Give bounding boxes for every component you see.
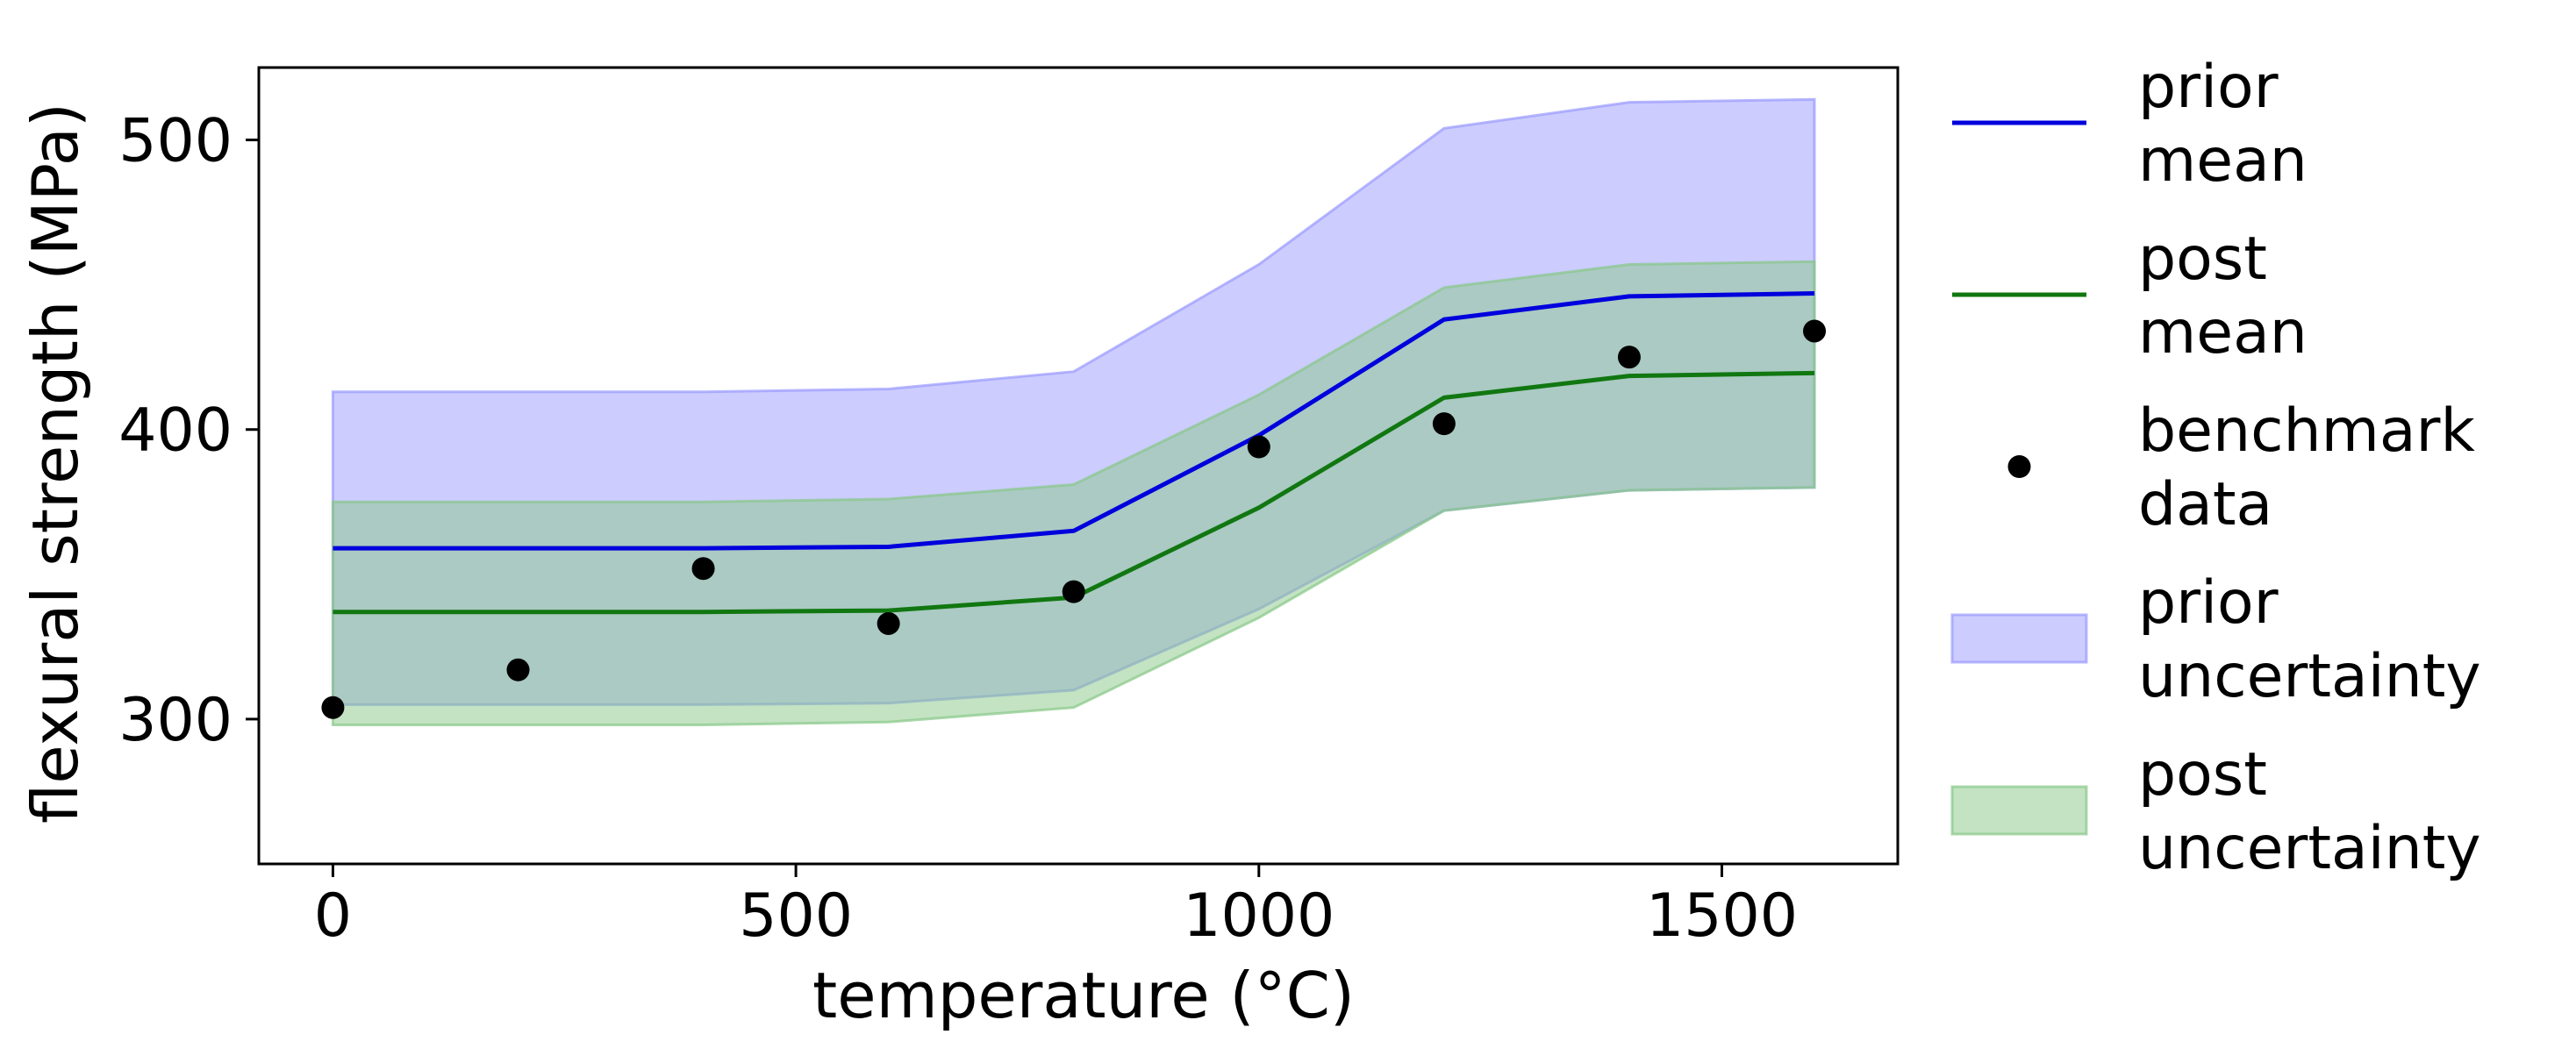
- legend-label-line: mean: [2138, 126, 2308, 196]
- axes: 0 500 1000 1500 300 400 500: [118, 66, 1900, 951]
- data-point: [1062, 580, 1085, 603]
- legend-label: benchmark data: [2138, 396, 2475, 539]
- legend-item-post-uncertainty: post uncertainty: [1950, 740, 2481, 883]
- data-point: [877, 611, 900, 635]
- legend-item-benchmark-data: benchmark data: [2007, 396, 2475, 539]
- y-tick-label: 500: [118, 107, 233, 176]
- x-axis-label: temperature (°C): [812, 959, 1355, 1032]
- axes-frame: [257, 66, 1900, 866]
- prior-mean-line: [333, 291, 1815, 551]
- data-point: [321, 696, 345, 719]
- legend-label-line: data: [2138, 470, 2272, 539]
- legend-label: post uncertainty: [2138, 740, 2481, 883]
- data-point: [1432, 412, 1456, 436]
- post-uncertainty-band: [331, 260, 1816, 727]
- data-point: [1617, 346, 1641, 369]
- legend-label-line: uncertainty: [2138, 814, 2481, 883]
- data-point: [691, 557, 715, 581]
- x-tick-label: 500: [739, 881, 853, 951]
- legend-label: post mean: [2138, 225, 2308, 367]
- legend-label: prior mean: [2138, 53, 2308, 196]
- legend-label-line: post: [2138, 225, 2267, 294]
- y-tick-label: 400: [118, 396, 233, 466]
- x-tick-label: 1500: [1646, 881, 1798, 951]
- x-tick-label: 1000: [1183, 881, 1335, 951]
- legend-item-post-mean: post mean: [1952, 225, 2308, 367]
- legend-label-line: mean: [2138, 298, 2308, 367]
- legend-label-line: benchmark: [2138, 396, 2475, 466]
- legend-band-swatch: [1950, 785, 2088, 836]
- x-tick-label: 0: [314, 881, 352, 951]
- data-point: [1803, 319, 1827, 343]
- legend-label: prior uncertainty: [2138, 568, 2481, 711]
- legend-band-swatch: [1950, 613, 2088, 664]
- legend-marker-swatch: [2007, 455, 2031, 478]
- y-axis-label: flexural strength (MPa): [18, 103, 92, 824]
- legend-label-line: post: [2138, 740, 2267, 810]
- legend-label-line: prior: [2138, 568, 2279, 638]
- legend-item-prior-uncertainty: prior uncertainty: [1950, 568, 2481, 711]
- data-point: [1247, 435, 1270, 459]
- plot-area: [321, 97, 1827, 727]
- y-tick-label: 300: [118, 686, 233, 755]
- legend-label-line: uncertainty: [2138, 642, 2481, 711]
- legend-label-line: prior: [2138, 53, 2279, 122]
- data-point: [506, 658, 530, 681]
- legend-item-prior-mean: prior mean: [1952, 53, 2308, 196]
